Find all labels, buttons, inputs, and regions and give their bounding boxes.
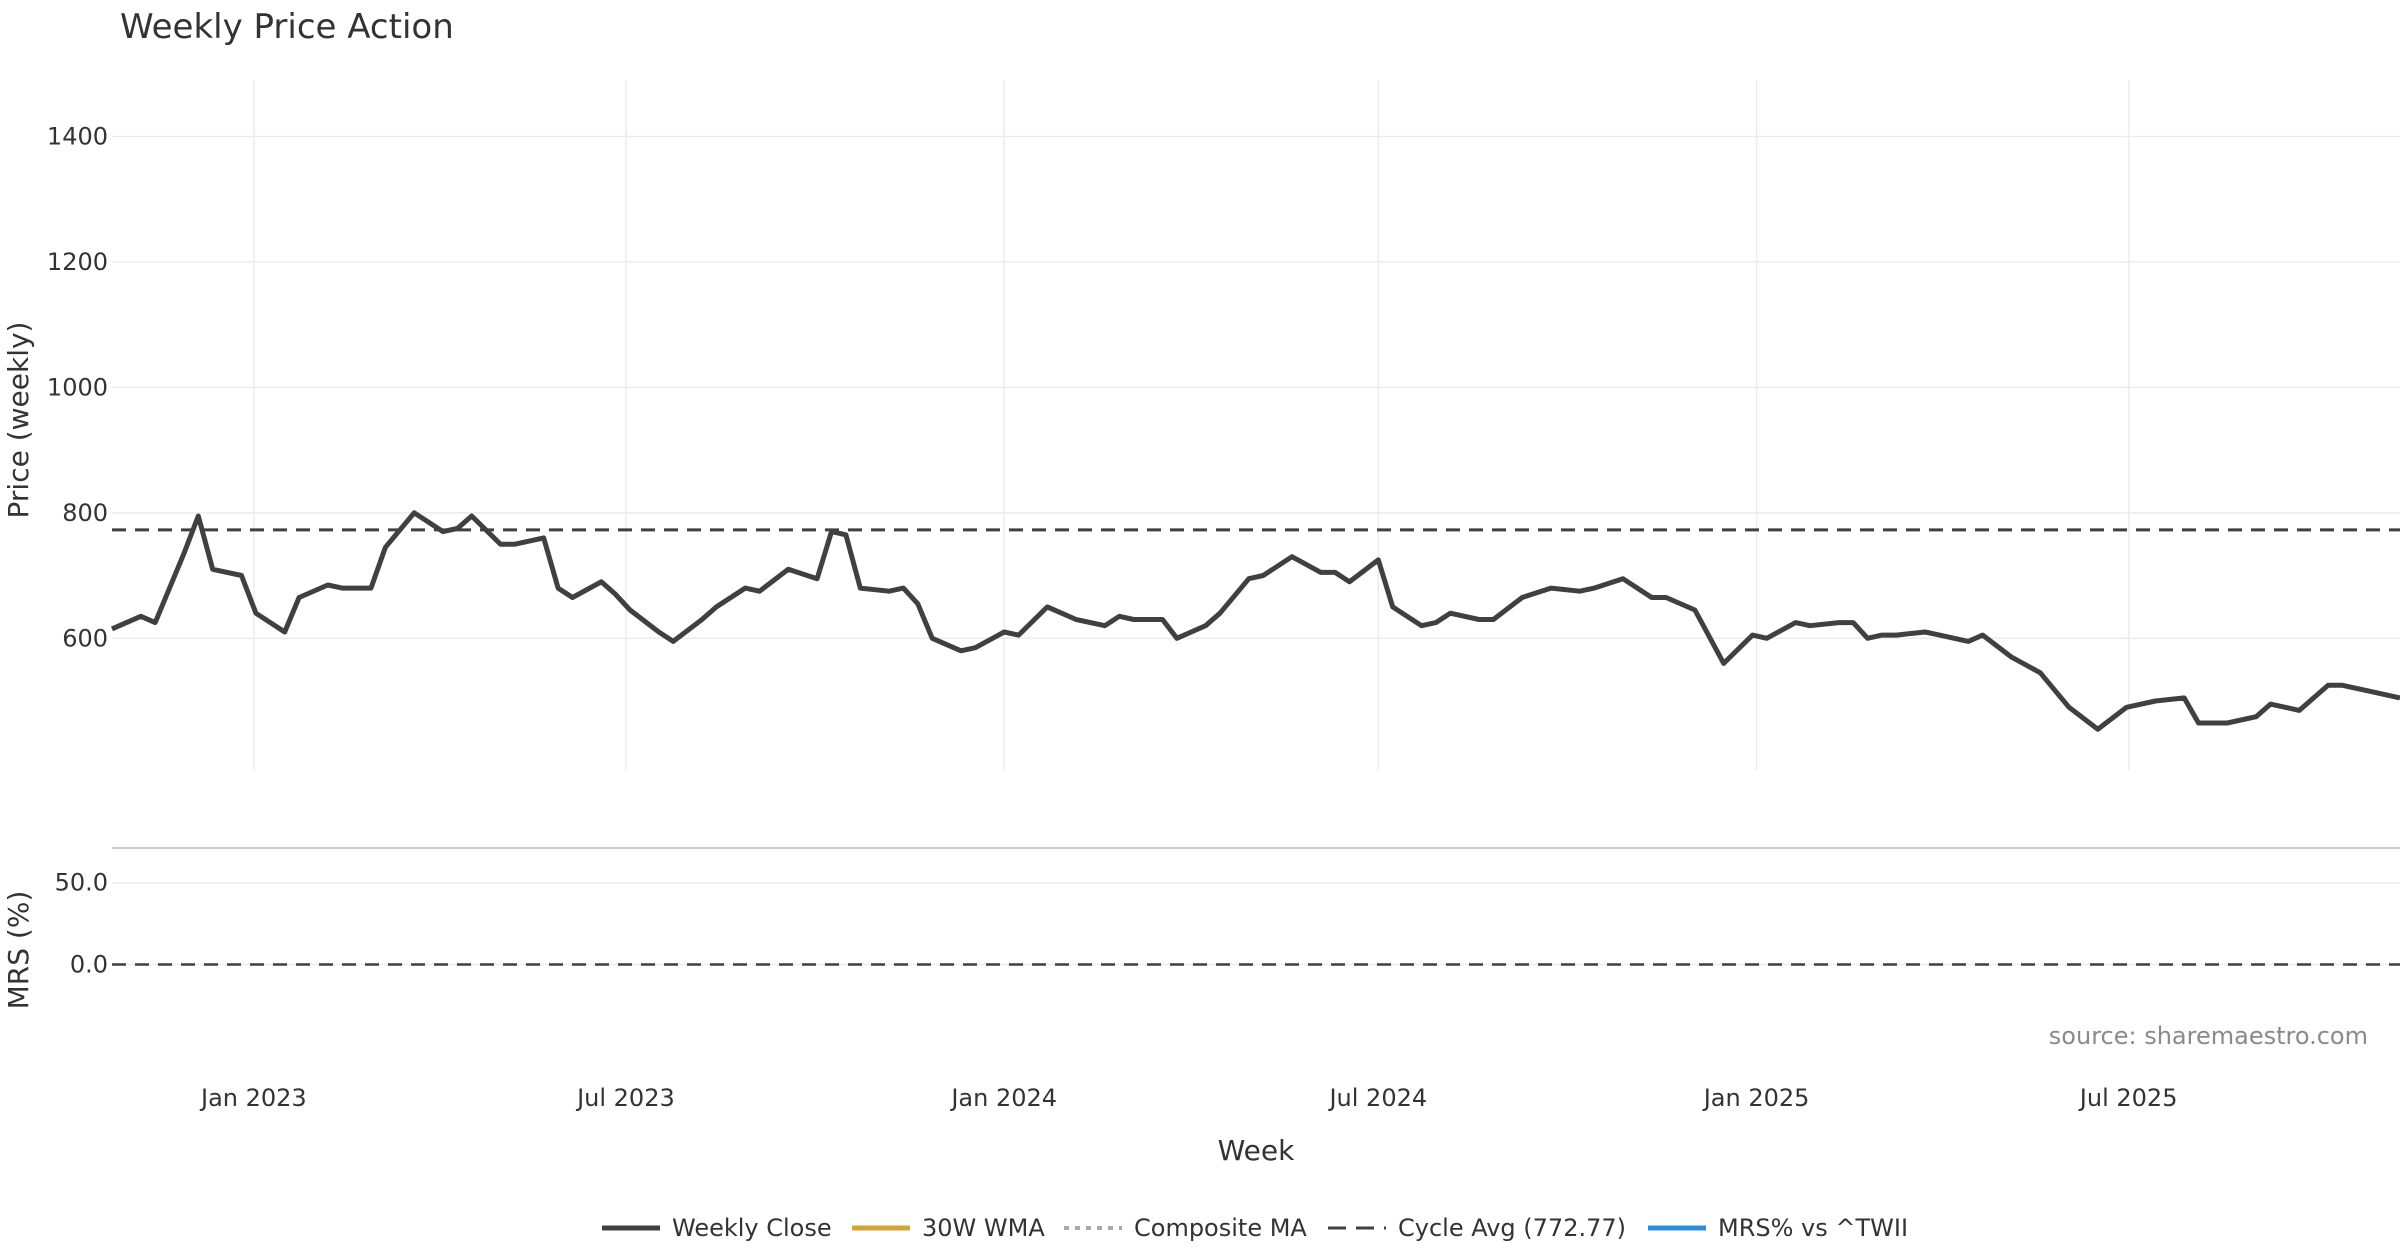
mrs-grid <box>112 881 2400 966</box>
mrs-y-axis-title: MRS (%) <box>2 891 35 1010</box>
series-weekly-close-line <box>110 510 2400 732</box>
x-tick-label: Jul 2024 <box>1327 1084 1427 1112</box>
price-y-tick-label: 1000 <box>47 373 108 401</box>
x-tick-label: Jul 2025 <box>2078 1084 2178 1112</box>
chart-title: Weekly Price Action <box>120 7 454 47</box>
source-note: source: sharemaestro.com <box>2049 1022 2368 1050</box>
legend-item: Cycle Avg (772.77) <box>1328 1214 1626 1242</box>
mrs-y-tick-label: 50.0 <box>55 869 108 897</box>
x-tick-label: Jan 2025 <box>1702 1084 1810 1112</box>
price-y-axis-title: Price (weekly) <box>2 322 35 519</box>
mrs-y-tick-label: 0.0 <box>70 951 108 979</box>
x-tick-label: Jan 2024 <box>949 1084 1057 1112</box>
legend-label: Cycle Avg (772.77) <box>1398 1214 1626 1242</box>
price-y-tick-label: 1200 <box>47 248 108 276</box>
x-tick-label: Jul 2023 <box>575 1084 675 1112</box>
price-grid <box>112 80 2400 770</box>
price-y-tick-label: 600 <box>62 624 108 652</box>
x-axis-ticks: Jan 2023 Jul 2023 Jan 2024 Jul 2024 Jan 2025… <box>199 1084 2177 1112</box>
legend-label: Composite MA <box>1134 1214 1307 1242</box>
legend-label: 30W WMA <box>922 1214 1045 1242</box>
price-series <box>110 510 2400 732</box>
price-y-ticks: 600 800 1000 1200 1400 <box>47 122 108 652</box>
legend: Weekly Close 30W WMA Composite MA Cycle Avg… <box>602 1214 1908 1242</box>
legend-item: 30W WMA <box>852 1214 1045 1242</box>
x-axis-title: Week <box>1218 1134 1295 1167</box>
legend-item: MRS% vs ^TWII <box>1648 1214 1908 1242</box>
price-y-tick-label: 1400 <box>47 122 108 150</box>
x-tick-label: Jan 2023 <box>199 1084 307 1112</box>
legend-label: MRS% vs ^TWII <box>1718 1214 1908 1242</box>
legend-item: Weekly Close <box>602 1214 832 1242</box>
price-y-tick-label: 800 <box>62 499 108 527</box>
legend-label: Weekly Close <box>672 1214 832 1242</box>
mrs-y-ticks: 0.0 50.0 <box>55 869 108 979</box>
legend-item: Composite MA <box>1064 1214 1307 1242</box>
